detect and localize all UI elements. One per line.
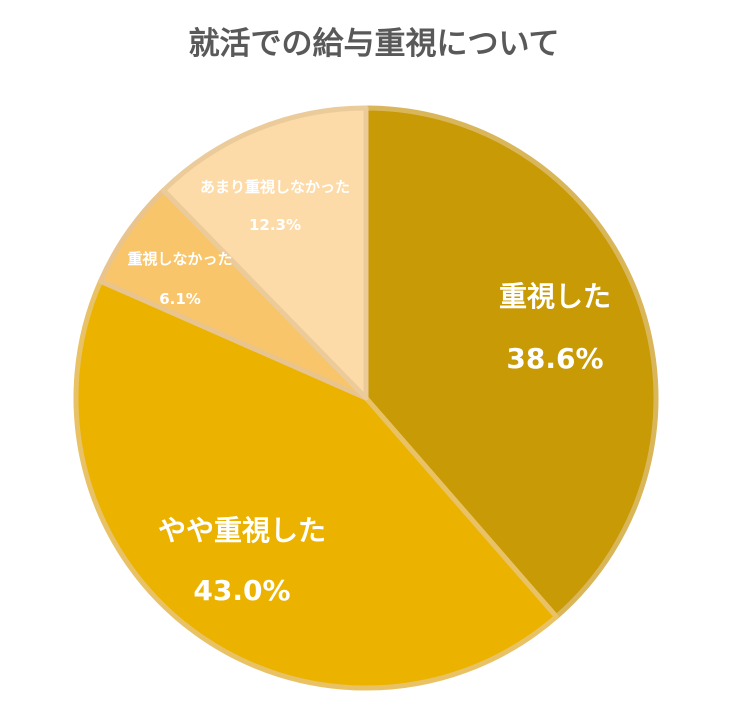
slice-value-label: 38.6%	[506, 342, 603, 375]
slice-value-label: 12.3%	[249, 216, 301, 234]
pie-slice	[363, 105, 659, 620]
slice-value-label: 6.1%	[159, 290, 201, 308]
chart-title: 就活での給与重視について	[188, 26, 560, 62]
slice-category-label: あまり重視しなかった	[200, 178, 350, 196]
pie-slice	[161, 105, 369, 401]
slice-value-label: 43.0%	[193, 574, 290, 607]
pie-slice	[73, 278, 559, 691]
slice-category-label: 重視した	[499, 280, 611, 313]
slice-category-label: やや重視した	[158, 514, 326, 547]
slice-category-label: 重視しなかった	[127, 250, 232, 268]
